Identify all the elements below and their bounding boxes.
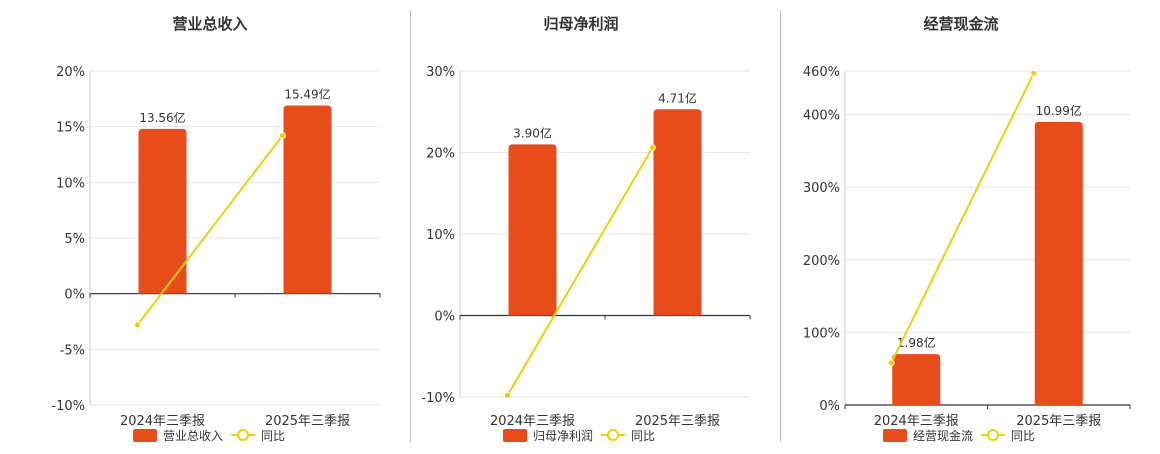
bar-value-label: 3.90亿 [513,125,552,140]
bar [508,144,557,316]
divider-1 [410,10,411,442]
x-tick-label: 2024年三季报 [874,414,959,429]
y-tick-label: 20% [426,147,455,162]
series-point [649,144,656,152]
chart-title: 营业总收入 [172,15,247,33]
legend-swatch-marker [237,429,249,441]
chart-revenue: 营业总收入 20% 15% 10% 5% 0% -5% -10% 13.56亿 15.49亿 202… [51,15,381,443]
series-line [890,72,1035,364]
y-tick-label: -10% [421,391,455,406]
y-tick-label: -10% [51,399,85,414]
legend-label-bar: 营业总收入 [163,429,223,443]
y-tick-label: 15% [56,121,85,136]
y-tick-label: 20% [56,65,85,80]
series-line [136,134,284,326]
bar-value-label: 1.98亿 [897,335,936,350]
bar [138,128,187,294]
legend-label-line: 同比 [261,429,285,443]
series-point [504,391,511,399]
y-tick-label: 10% [56,176,85,191]
bar-value-label: 13.56亿 [139,110,185,125]
y-tick-label: 460% [803,65,840,80]
y-tick-label: 300% [803,181,840,196]
bar [283,105,332,294]
legend-swatch-marker [607,429,619,441]
chart-title: 经营现金流 [923,15,998,33]
divider-2 [780,10,781,442]
legend-swatch-bar [883,429,907,442]
chart-cash-flow: 经营现金流 460% 400% 300% 200% 100% 0% 1.98亿 10.99亿 20… [803,15,1131,443]
x-tick-label: 2025年三季报 [1016,414,1101,429]
chart-net-profit: 归母净利润 30% 20% 10% 0% -10% 3.90亿 4.71亿 2024年三季报 20… [421,15,751,443]
y-tick-label: 400% [803,109,840,124]
x-tick-label: 2024年三季报 [120,414,205,429]
series-point [887,359,895,367]
series-point [134,321,141,329]
legend-label-bar: 归母净利润 [533,429,593,443]
y-tick-label: -5% [60,343,85,358]
bar [653,109,702,316]
y-tick-label: 5% [64,232,85,247]
y-tick-label: 0% [64,288,85,303]
bar [1034,121,1083,406]
legend-label-bar: 经营现金流 [913,428,973,443]
chart-title: 归母净利润 [543,15,618,33]
series-line [506,147,654,396]
chart-panel-revenue: 营业总收入 20% 15% 10% 5% 0% -5% -10% 13.56亿 15.49亿 202… [0,0,410,450]
bar-value-label: 10.99亿 [1036,103,1082,118]
legend-swatch-bar [133,429,157,442]
bar-value-label: 4.71亿 [658,90,697,105]
chart-panel-net-profit: 归母净利润 30% 20% 10% 0% -10% 3.90亿 4.71亿 2024年三季报 20… [411,0,780,450]
series-point [1030,69,1038,77]
x-tick-label: 2024年三季报 [490,414,575,429]
legend-label-line: 同比 [1011,429,1035,443]
series-point [279,132,286,139]
x-tick-label: 2025年三季报 [265,414,350,429]
legend-swatch-bar [503,429,527,442]
y-tick-label: 0% [819,399,840,414]
y-tick-label: 200% [803,254,840,269]
y-tick-label: 100% [803,326,840,341]
bar [892,354,941,405]
y-tick-label: 10% [426,228,455,243]
y-tick-label: 0% [434,310,455,325]
x-tick-label: 2025年三季报 [635,414,720,429]
legend-swatch-marker [987,429,999,441]
y-tick-label: 30% [426,65,455,80]
legend-label-line: 同比 [631,429,655,443]
chart-panel-cash-flow: 经营现金流 460% 400% 300% 200% 100% 0% 1.98亿 10.99亿 20… [781,0,1160,450]
bar-value-label: 15.49亿 [284,87,330,102]
